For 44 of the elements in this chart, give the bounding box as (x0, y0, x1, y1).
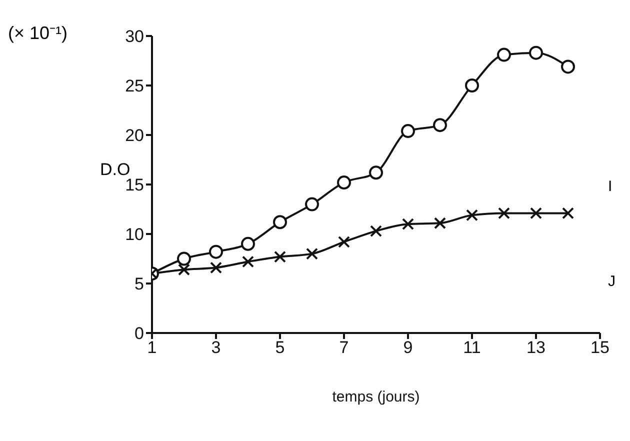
point (177, 252, 191, 266)
text: I (608, 178, 612, 195)
point (337, 176, 351, 190)
x-axis-title: temps (jours) (332, 388, 420, 406)
point (210, 262, 222, 274)
point (306, 248, 318, 260)
x-tick-label: 5 (275, 338, 285, 358)
point (529, 46, 543, 60)
x-tick-label: 13 (526, 338, 546, 358)
x-tick-label: 7 (339, 338, 349, 358)
point (434, 217, 446, 230)
y-tick-label: 0 (134, 324, 144, 344)
point (530, 207, 542, 220)
point (562, 207, 574, 220)
point (370, 225, 382, 238)
text: (× 10⁻¹) (8, 22, 68, 44)
point (273, 215, 287, 230)
point (466, 209, 478, 222)
y-tick-label: 10 (125, 225, 144, 244)
point (465, 78, 479, 92)
point (338, 236, 350, 248)
x-tick-label: 3 (211, 338, 221, 358)
point (561, 60, 575, 74)
point (497, 48, 511, 62)
point (241, 236, 255, 251)
point (369, 166, 383, 180)
point (401, 124, 415, 138)
point (209, 244, 223, 259)
point (242, 256, 254, 268)
x-tick-label: 15 (590, 338, 610, 358)
point (305, 197, 319, 212)
y-tick-label: 20 (125, 126, 144, 146)
y-tick-label: 30 (125, 27, 144, 46)
y-tick-label: 5 (134, 274, 144, 294)
point (274, 250, 286, 263)
x-tick-label: 9 (403, 338, 413, 358)
point (498, 207, 510, 220)
x-tick-label: 1 (147, 338, 157, 358)
text: J (608, 273, 616, 290)
y-tick-label: 25 (125, 76, 144, 96)
x-tick-label: 11 (463, 338, 481, 358)
point (178, 264, 190, 276)
point (433, 118, 447, 132)
point (402, 218, 414, 230)
